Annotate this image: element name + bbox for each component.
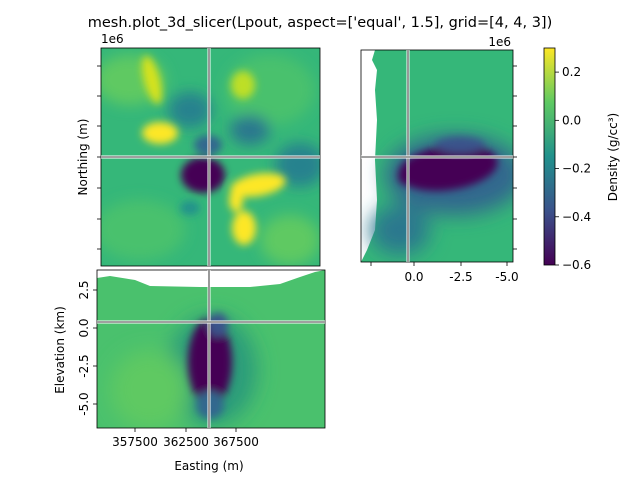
colorbar-tick-label: −0.4 — [562, 210, 591, 224]
section-xtick-2: -5.0 — [495, 270, 518, 284]
plan-view-panel: 1e6 Northing (m) — [76, 32, 321, 267]
colorbar-tick-label: −0.6 — [562, 258, 591, 272]
colorbar-tick-label: 0.2 — [562, 65, 581, 79]
northing-section-panel: 1e6 0.0 -2.5 -5.0 — [360, 35, 519, 284]
northing-axis-label: Northing (m) — [76, 119, 90, 196]
elev-ytick-2: -2.5 — [77, 354, 91, 377]
northing-offset-label: 1e6 — [101, 32, 124, 46]
elevation-axis-label: Elevation (km) — [53, 306, 67, 394]
elev-ytick-1: 0.0 — [77, 318, 91, 337]
section-xtick-1: -2.5 — [449, 270, 472, 284]
easting-xtick-1: 362500 — [163, 435, 209, 449]
colorbar-tick-label: −0.2 — [562, 162, 591, 176]
section-offset-label: 1e6 — [488, 35, 511, 49]
colorbar: 0.2 0.0 −0.2 −0.4 −0.6 Density (g/cc³) — [543, 47, 620, 272]
colorbar-tick-label: 0.0 — [562, 113, 581, 127]
easting-axis-label: Easting (m) — [174, 459, 243, 473]
colorbar-label-text: Density (g/cc³) — [606, 113, 620, 201]
easting-xtick-0: 357500 — [112, 435, 158, 449]
chart-title: mesh.plot_3d_slicer(Lpout, aspect=['equa… — [88, 15, 553, 31]
easting-xtick-2: 367500 — [213, 435, 259, 449]
section-xtick-0: 0.0 — [404, 270, 423, 284]
easting-section-panel: 2.5 0.0 -2.5 -5.0 Elevation (km) 357500 … — [53, 269, 326, 473]
elev-ytick-0: 2.5 — [77, 280, 91, 299]
elev-ytick-3: -5.0 — [77, 392, 91, 415]
colorbar-gradient — [543, 47, 556, 266]
colorbar-label: Density (g/cc³) — [606, 113, 620, 201]
colorbar-ticks: 0.2 0.0 −0.2 −0.4 −0.6 — [555, 65, 591, 272]
